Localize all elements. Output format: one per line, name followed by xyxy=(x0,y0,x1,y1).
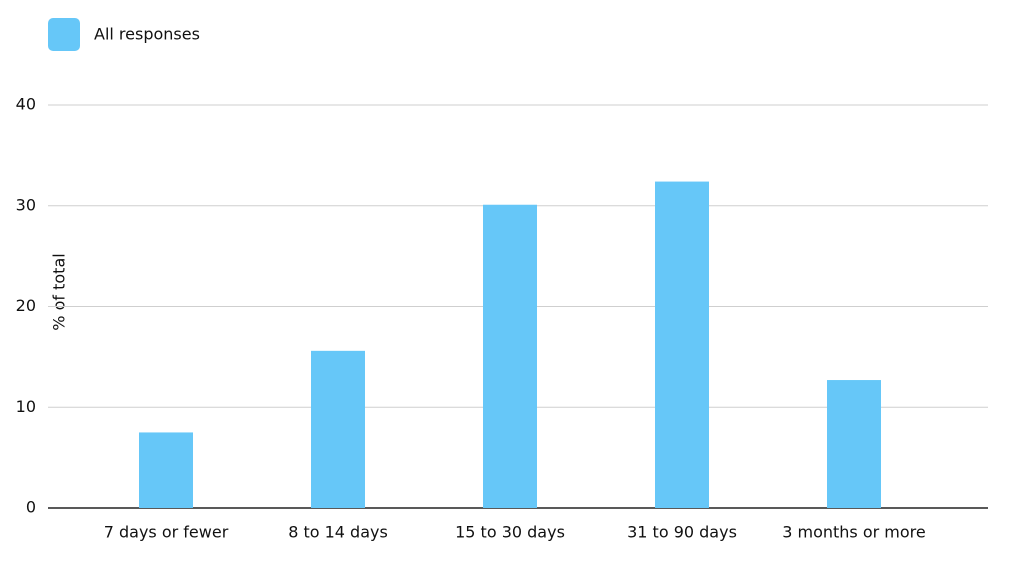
x-tick-label: 8 to 14 days xyxy=(288,523,388,542)
bar xyxy=(827,380,881,508)
x-tick-label: 3 months or more xyxy=(782,523,926,542)
y-tick-label: 20 xyxy=(16,296,36,315)
legend-swatch xyxy=(48,18,80,51)
bar xyxy=(483,204,537,508)
x-tick-label: 31 to 90 days xyxy=(627,523,737,542)
y-tick-label: 0 xyxy=(26,498,36,517)
y-axis-label: % of total xyxy=(50,253,69,330)
bar xyxy=(655,181,709,508)
x-tick-label: 15 to 30 days xyxy=(455,523,565,542)
y-tick-label: 30 xyxy=(16,195,36,214)
bar xyxy=(139,432,193,508)
bar xyxy=(311,350,365,508)
x-tick-label: 7 days or fewer xyxy=(104,523,229,542)
y-tick-label: 40 xyxy=(16,95,36,114)
y-tick-label: 10 xyxy=(16,397,36,416)
legend-label: All responses xyxy=(94,25,200,44)
